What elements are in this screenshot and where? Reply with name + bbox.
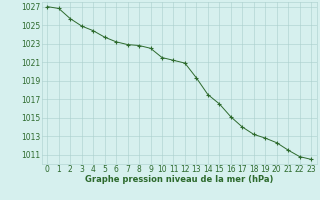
X-axis label: Graphe pression niveau de la mer (hPa): Graphe pression niveau de la mer (hPa) xyxy=(85,175,273,184)
